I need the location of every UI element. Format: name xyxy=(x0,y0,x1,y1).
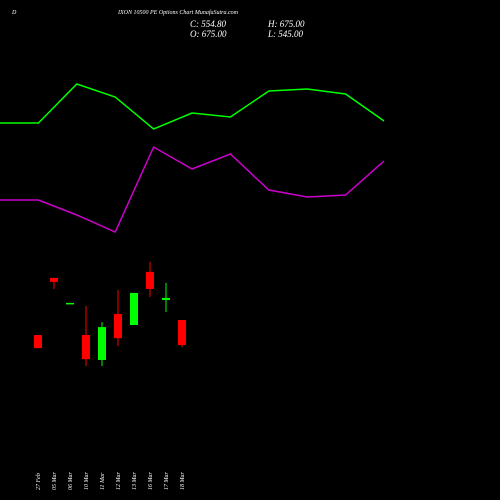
x-tick-label: 10 Mar xyxy=(84,472,90,490)
stat: O: 675.00 xyxy=(190,29,227,39)
x-tick-label: 05 Mar xyxy=(52,472,58,490)
x-tick-label: 12 Mar xyxy=(116,472,122,490)
candle-body xyxy=(66,302,74,305)
x-tick-label: 13 Mar xyxy=(132,472,138,490)
candle-body xyxy=(82,335,90,360)
x-tick-label: 06 Mar xyxy=(68,472,74,490)
x-tick-label: 16 Mar xyxy=(148,472,154,490)
chart-prefix: D xyxy=(11,10,17,16)
indicator-line xyxy=(0,145,385,233)
stat: L: 545.00 xyxy=(267,29,304,39)
candle-body xyxy=(146,271,154,289)
candle-body xyxy=(178,320,186,346)
chart-title: IXON 10500 PE Options Chart MunafaSutra.… xyxy=(117,9,239,16)
candle-body xyxy=(98,327,106,360)
candle-body xyxy=(162,297,170,300)
candle-body xyxy=(50,277,58,282)
indicator-line xyxy=(0,83,385,130)
stat: H: 675.00 xyxy=(267,19,305,29)
stat: C: 554.80 xyxy=(190,19,227,29)
x-tick-label: 11 Mar xyxy=(100,472,106,490)
candle-body xyxy=(34,335,42,349)
candle-body xyxy=(114,313,122,339)
x-tick-label: 18 Mar xyxy=(180,472,186,490)
x-tick-label: 27 Feb xyxy=(36,473,42,490)
candle-body xyxy=(130,292,138,325)
x-tick-label: 17 Mar xyxy=(164,472,170,490)
